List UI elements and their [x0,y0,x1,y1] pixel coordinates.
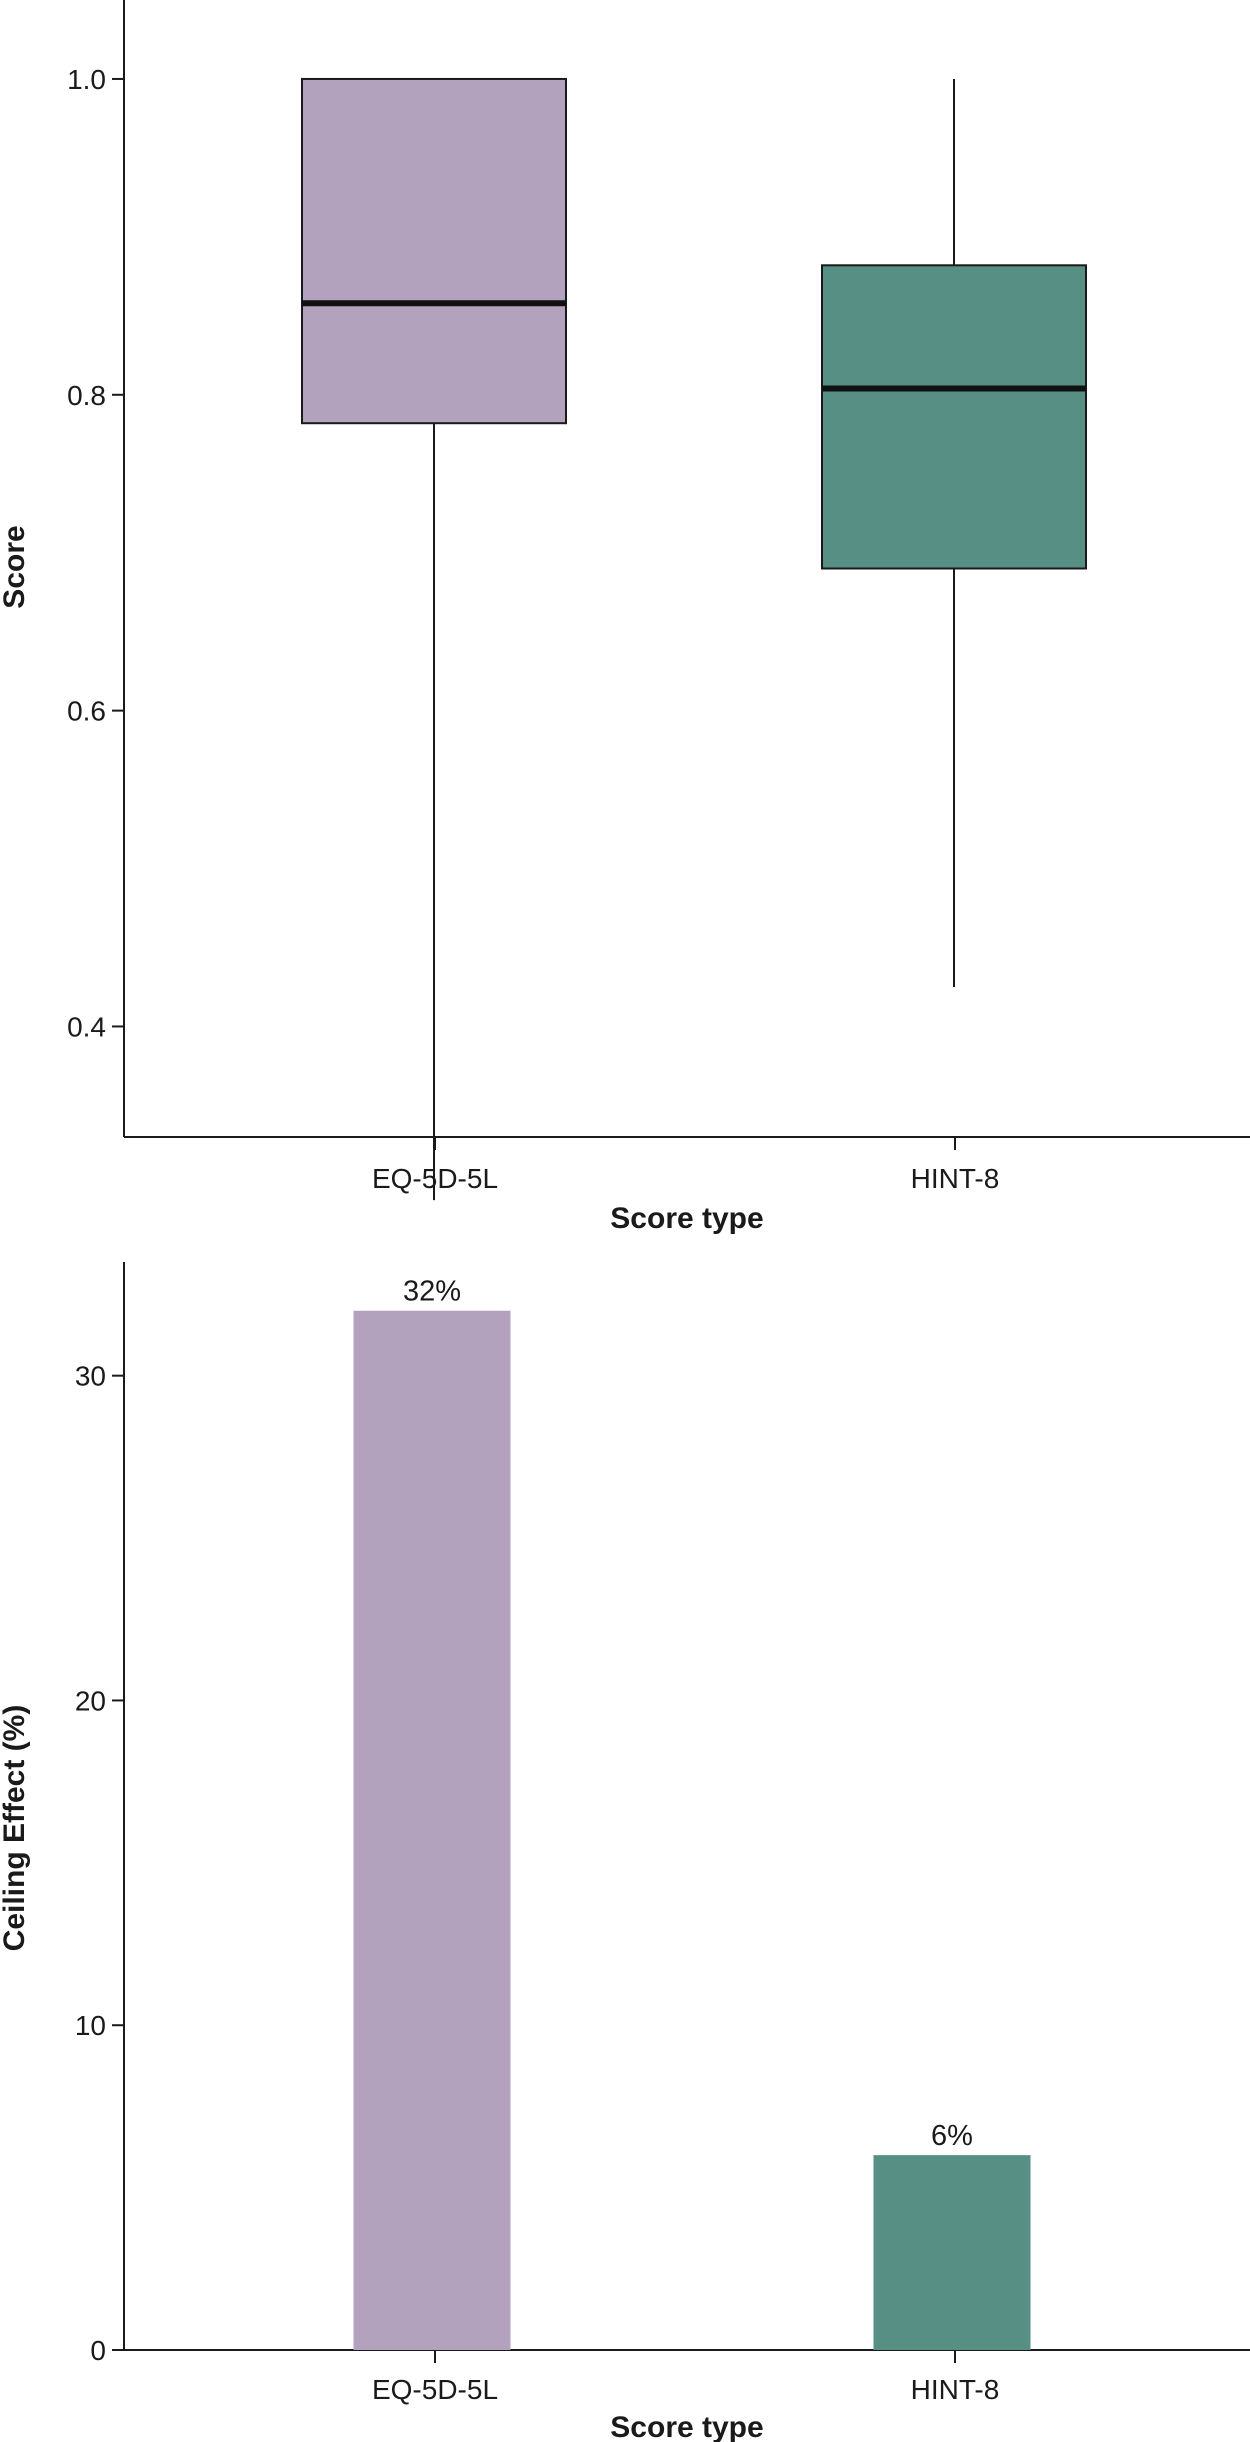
x-tick-label: EQ-5D-5L [372,1163,498,1194]
x-tick-label: HINT-8 [911,1163,1000,1194]
bar-value-label: 32% [403,1276,461,1308]
x-axis-title: Score type [610,1202,763,1235]
bar-value-label: 6% [931,2120,973,2152]
box-hint-8 [821,78,1087,987]
x-tick-label: HINT-8 [911,2374,1000,2405]
y-axis-title: Ceiling Effect (%) [0,1705,31,1952]
y-tick-label: 0 [90,2335,106,2366]
y-tick-label: 30 [75,1361,106,1392]
y-tick-label: 10 [75,2010,106,2041]
y-axis-title: Score [0,525,31,608]
y-tick-label: 1.0 [67,64,106,95]
bar-eq-5d-5l [353,1310,511,2350]
y-tick-label: 0.8 [67,380,106,411]
y-tick-label: 0.6 [67,696,106,727]
x-axis-title: Score type [610,2411,763,2442]
y-tick-label: 0.4 [67,1011,106,1042]
iqr-box [301,77,567,425]
y-tick-label: 20 [75,1685,106,1716]
box-eq-5d-5l [301,77,567,1201]
x-tick-label: EQ-5D-5L [372,2374,498,2405]
iqr-box [821,264,1087,570]
bar-hint-8 [873,2155,1031,2350]
box-plot-panel: 0.4 0.6 0.8 1.0 EQ-5D-5L HINT-8 Score type S… [0,0,1250,1235]
